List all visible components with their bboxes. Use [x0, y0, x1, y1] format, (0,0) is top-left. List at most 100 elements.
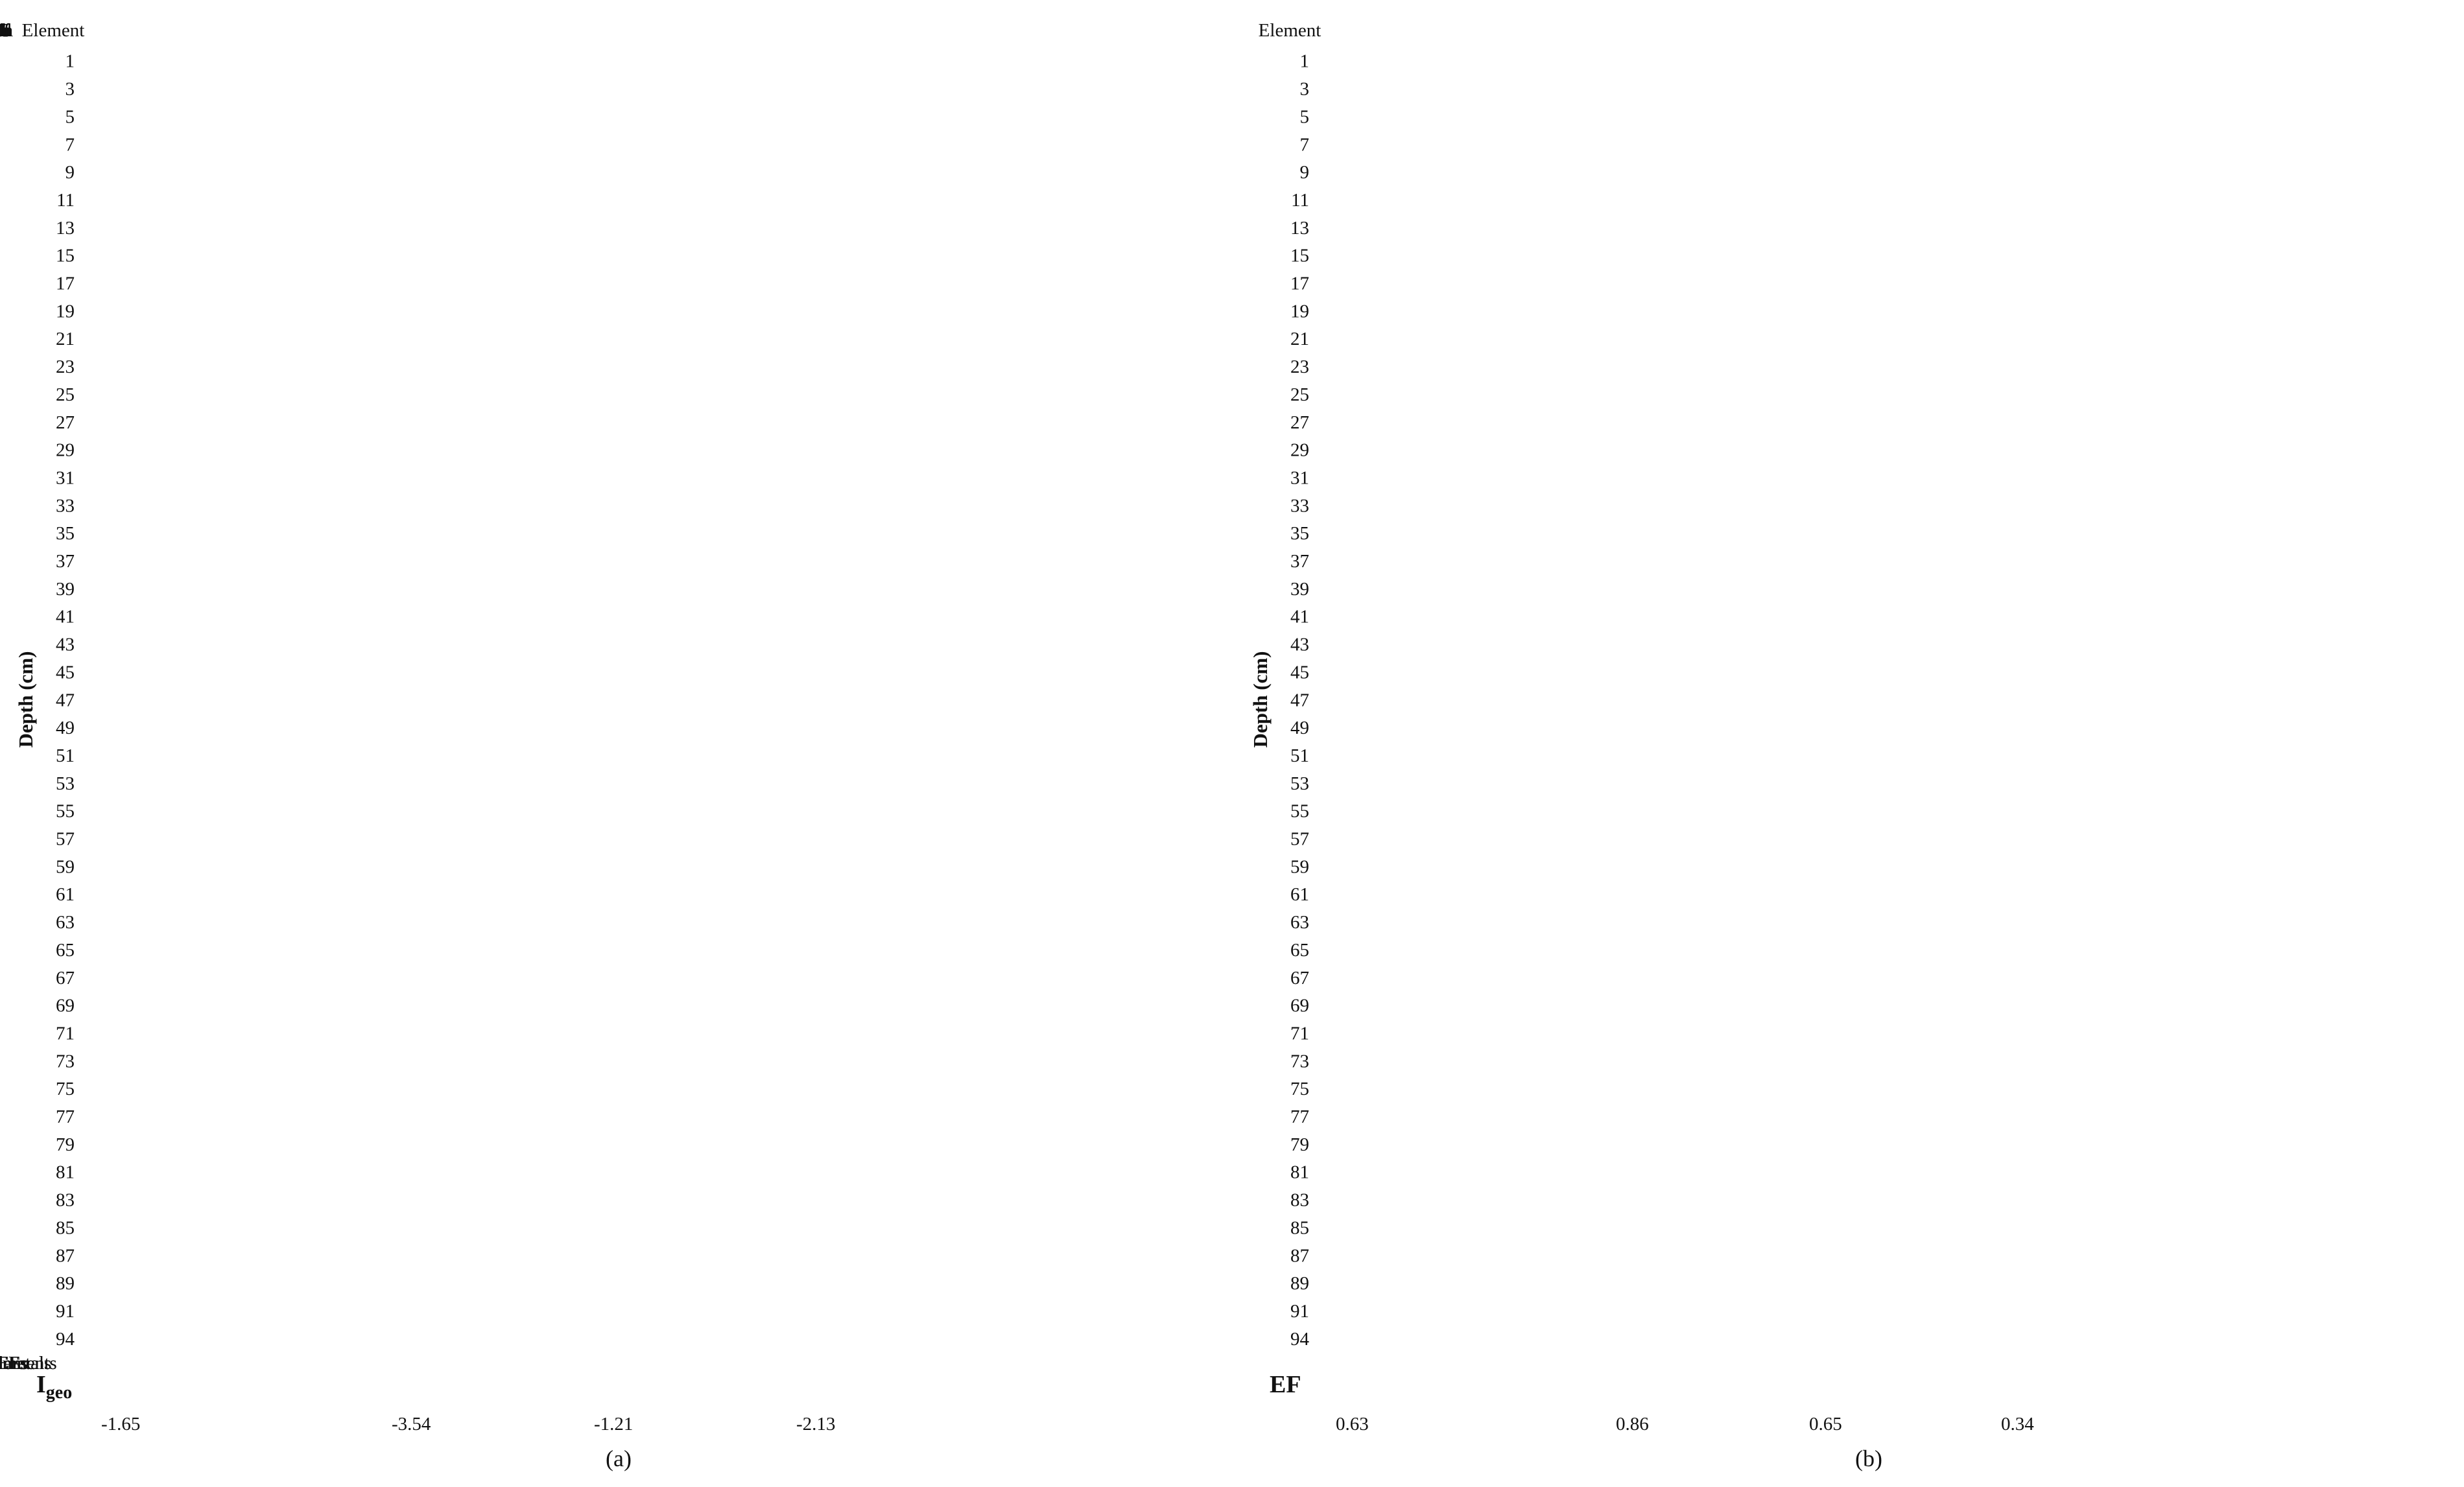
- depth-tick-label: 59: [56, 856, 75, 877]
- depth-tick-label: 9: [65, 162, 75, 183]
- depth-tick-label: 53: [1290, 773, 1309, 794]
- depth-tick-label: 61: [1290, 884, 1309, 905]
- element-column-label: Sb: [0, 20, 10, 41]
- panel-label: (b): [1855, 1446, 1882, 1471]
- element-column-label: Yb: [0, 20, 12, 41]
- legend-min-label: -2.13: [796, 1414, 835, 1434]
- element-column-label: Co: [0, 20, 11, 41]
- depth-tick-label: 91: [1290, 1301, 1309, 1322]
- depth-tick-label: 63: [56, 912, 75, 933]
- y-axis-label: Depth (cm): [1249, 651, 1272, 748]
- element-column-label: Sr: [0, 20, 8, 41]
- element-column-label: Zn: [0, 20, 11, 41]
- depth-tick-label: 33: [1290, 495, 1309, 516]
- depth-tick-label: 81: [56, 1162, 75, 1183]
- depth-tick-label: 71: [56, 1023, 75, 1044]
- depth-tick-label: 43: [1290, 635, 1309, 655]
- depth-tick-label: 39: [56, 579, 75, 600]
- depth-tick-label: 65: [56, 940, 75, 961]
- depth-tick-label: 83: [1290, 1190, 1309, 1211]
- group-name-label: LREEs: [0, 1353, 27, 1374]
- panel-label: (a): [606, 1446, 632, 1471]
- depth-tick-label: 67: [56, 968, 75, 989]
- depth-tick-label: 63: [1290, 912, 1309, 933]
- group-name-label: Trace elements: [0, 1353, 57, 1374]
- depth-tick-label: 87: [56, 1245, 75, 1266]
- depth-tick-label: 55: [56, 801, 75, 822]
- depth-tick-label: 31: [1290, 467, 1309, 488]
- element-column-label: Cs: [0, 20, 10, 41]
- element-column-label: Rb: [0, 20, 11, 41]
- element-column-label: Tb: [0, 20, 10, 41]
- element-column-label: Nd: [0, 20, 12, 41]
- element-column-label: V: [0, 20, 7, 41]
- depth-tick-label: 39: [1290, 579, 1309, 600]
- element-column-label: Sc: [0, 20, 10, 41]
- depth-tick-label: 1: [65, 51, 75, 72]
- depth-tick-label: 3: [65, 79, 75, 100]
- element-column-label: Cr: [0, 20, 10, 41]
- element-column-label: W: [0, 20, 9, 41]
- element-column-label: Zn: [0, 20, 11, 41]
- element-column-label: Cs: [0, 20, 10, 41]
- element-column-label: Ba: [0, 20, 10, 41]
- depth-tick-label: 23: [1290, 357, 1309, 377]
- depth-tick-label: 47: [56, 690, 75, 710]
- element-column-label: U: [0, 20, 7, 41]
- depth-tick-label: 5: [65, 106, 75, 127]
- depth-tick-label: 75: [1290, 1079, 1309, 1099]
- depth-tick-label: 49: [56, 718, 75, 738]
- depth-tick-label: 69: [1290, 996, 1309, 1016]
- depth-tick-label: 29: [56, 440, 75, 461]
- depth-tick-label: 51: [56, 745, 75, 766]
- depth-tick-label: 27: [1290, 412, 1309, 433]
- legend-min-label: -1.65: [101, 1414, 140, 1434]
- element-column-label: Tm: [0, 20, 14, 41]
- legend-min-label: 0.65: [1809, 1414, 1842, 1434]
- depth-tick-label: 81: [1290, 1162, 1309, 1183]
- depth-tick-label: 83: [56, 1190, 75, 1211]
- element-column-label: Sr: [0, 20, 8, 41]
- group-name-label: Heavy metals: [0, 1353, 51, 1374]
- depth-tick-label: 89: [1290, 1273, 1309, 1294]
- depth-tick-label: 73: [56, 1051, 75, 1071]
- depth-tick-label: 35: [1290, 523, 1309, 544]
- group-name-label: HREEs: [0, 1353, 29, 1374]
- depth-tick-label: 69: [56, 996, 75, 1016]
- element-column-label: Ce: [0, 20, 10, 41]
- depth-tick-label: 19: [56, 301, 75, 322]
- depth-tick-label: 13: [1290, 218, 1309, 239]
- depth-tick-label: 59: [1290, 856, 1309, 877]
- element-column-label: As: [0, 20, 10, 41]
- element-column-label: Tb: [0, 20, 10, 41]
- depth-tick-label: 17: [56, 274, 75, 294]
- depth-tick-label: 75: [56, 1079, 75, 1099]
- depth-tick-label: 9: [1300, 162, 1310, 183]
- index-label-main: I: [36, 1371, 46, 1398]
- element-column-label: Ta: [0, 20, 9, 41]
- depth-tick-label: 49: [1290, 718, 1309, 738]
- depth-tick-label: 94: [56, 1329, 75, 1350]
- depth-tick-label: 89: [56, 1273, 75, 1294]
- depth-tick-label: 41: [56, 607, 75, 627]
- depth-tick-label: 53: [56, 773, 75, 794]
- depth-tick-label: 21: [56, 329, 75, 349]
- depth-tick-label: 29: [1290, 440, 1309, 461]
- depth-tick-label: 33: [56, 495, 75, 516]
- depth-tick-label: 25: [56, 384, 75, 405]
- element-column-label: Nd: [0, 20, 12, 41]
- depth-tick-label: 41: [1290, 607, 1309, 627]
- element-column-label: Th: [0, 20, 11, 41]
- depth-tick-label: 19: [1290, 301, 1309, 322]
- depth-tick-label: 7: [65, 134, 75, 155]
- depth-tick-label: 79: [1290, 1134, 1309, 1155]
- depth-tick-label: 13: [56, 218, 75, 239]
- y-axis-label: Depth (cm): [14, 651, 37, 748]
- group-name-label: HREEs: [0, 1353, 29, 1374]
- legend-min-label: -3.54: [392, 1414, 431, 1434]
- group-name-label: Heavy metals: [0, 1353, 51, 1374]
- depth-tick-label: 45: [1290, 662, 1309, 683]
- depth-tick-label: 1: [1300, 51, 1310, 72]
- depth-tick-label: 27: [56, 412, 75, 433]
- depth-tick-label: 23: [56, 357, 75, 377]
